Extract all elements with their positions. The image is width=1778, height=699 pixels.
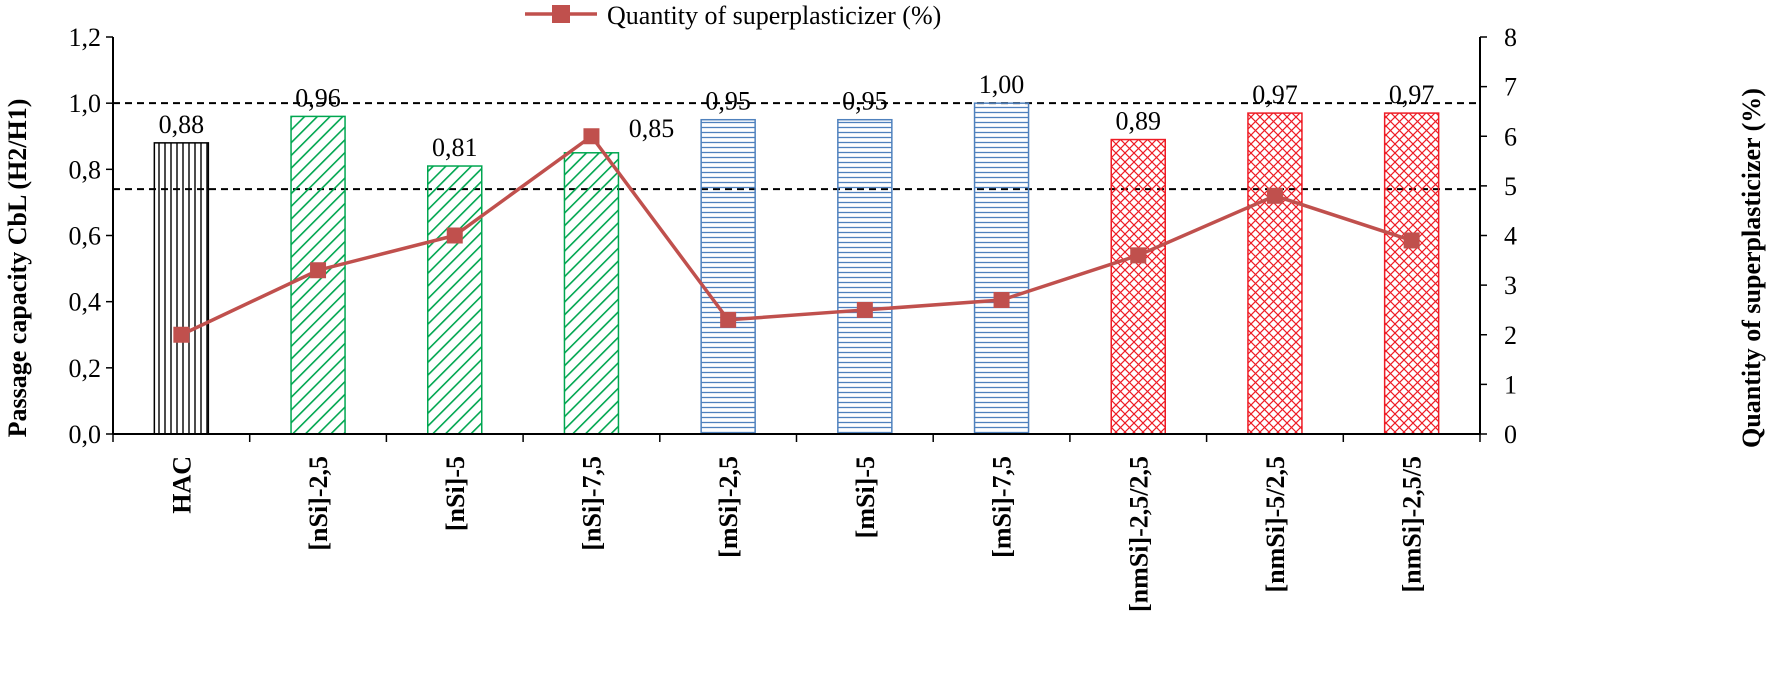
right-axis-ticks: 0 1 2 3 4 5 6 7 8 [1480, 23, 1517, 449]
y-left-tick-label: 0,6 [69, 222, 102, 251]
bar [837, 118, 893, 435]
y-left-tick-label: 1,0 [69, 89, 102, 118]
left-axis-ticks: 0,0 0,2 0,4 0,6 0,8 1,0 1,2 [69, 23, 113, 449]
bar-value-label: 0,95 [705, 87, 751, 116]
y-left-tick-label: 0,8 [69, 155, 102, 184]
bar [427, 165, 483, 435]
line-point [583, 128, 600, 145]
legend-marker-icon [552, 5, 570, 23]
bar-value-label: 0,88 [159, 110, 205, 139]
x-category-label: [nSi]-5 [441, 456, 470, 531]
legend: Quantity of superplasticizer (%) [525, 1, 941, 30]
line-point [1130, 247, 1147, 264]
x-category-label: [nmSi]-2,5/5 [1398, 456, 1427, 593]
y-right-tick-label: 5 [1504, 172, 1517, 201]
bar [563, 152, 620, 435]
x-category-label: HAC [167, 456, 196, 514]
legend-label: Quantity of superplasticizer (%) [607, 1, 941, 30]
y-left-tick-label: 0,4 [69, 288, 102, 317]
y-left-tick-label: 0,0 [69, 420, 102, 449]
x-category-label: [mSi]-5 [851, 456, 880, 538]
y-right-tick-label: 7 [1504, 73, 1517, 102]
bar [1110, 138, 1166, 435]
bar [1247, 112, 1303, 435]
line-point [310, 262, 327, 279]
bar [973, 102, 1030, 435]
line-point [993, 292, 1010, 309]
bar-value-labels: 0,88 0,96 0,81 0,85 0,95 0,95 1,00 0,89 0,97 0,97 [159, 70, 1435, 162]
y-right-tick-label: 4 [1504, 222, 1517, 251]
bar-value-label: 1,00 [979, 70, 1025, 99]
bar-value-label: 0,96 [295, 83, 341, 112]
bar [153, 142, 210, 435]
line-point [1403, 232, 1420, 249]
x-category-label: [mSi]-2,5 [714, 456, 743, 558]
line-point [856, 301, 873, 318]
x-category-label: [nmSi]-5/2,5 [1261, 456, 1290, 593]
bar-value-label: 0,95 [842, 87, 888, 116]
y-left-tick-label: 0,2 [69, 354, 102, 383]
bar [700, 118, 756, 435]
y-right-tick-label: 3 [1504, 271, 1517, 300]
y-right-tick-label: 8 [1504, 23, 1517, 52]
line-point [1266, 187, 1283, 204]
line-point [720, 311, 737, 328]
x-category-label: [nSi]-2,5 [304, 456, 333, 551]
y-right-tick-label: 1 [1504, 370, 1517, 399]
series-line [180, 133, 1413, 337]
y-left-tick-label: 1,2 [69, 23, 102, 52]
line-point [173, 326, 190, 343]
y-right-tick-label: 6 [1504, 122, 1517, 151]
bar-value-label: 0,81 [432, 133, 478, 162]
bar-value-label: 0,97 [1252, 80, 1298, 109]
x-category-label: [nmSi]-2,5/2,5 [1124, 456, 1153, 612]
bar-value-label: 0,89 [1116, 107, 1162, 136]
bars [153, 102, 1440, 435]
y-left-axis-title: Passage capacity CbL (H2/H1) [3, 99, 32, 438]
x-category-label: [mSi]-7,5 [988, 456, 1017, 558]
bar-value-label: 0,85 [629, 114, 675, 143]
x-axis-category-labels: HAC [nSi]-2,5 [nSi]-5 [nSi]-7,5 [mSi]-2,5 [mS… [167, 456, 1426, 612]
bar-value-label: 0,97 [1389, 80, 1435, 109]
superplasticizer-line-series [173, 128, 1420, 343]
y-right-tick-label: 2 [1504, 321, 1517, 350]
line-point [446, 227, 463, 244]
y-right-axis-title: Quantity of superplasticizer (%) [1737, 88, 1766, 448]
y-right-tick-label: 0 [1504, 420, 1517, 449]
x-category-label: [nSi]-7,5 [577, 456, 606, 551]
bar [1383, 112, 1440, 435]
